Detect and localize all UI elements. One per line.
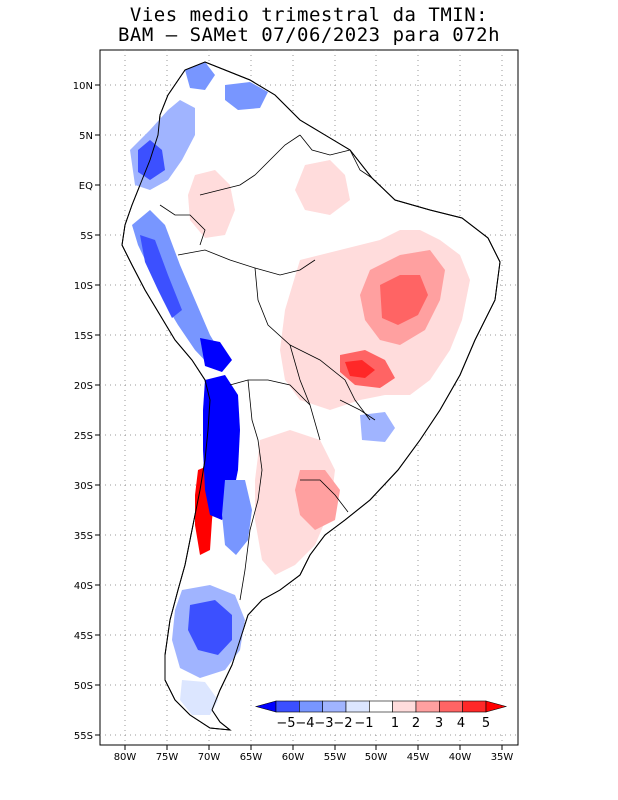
country-borders xyxy=(159,134,376,601)
lat-label: 5S xyxy=(80,231,93,242)
colorbar-swatch xyxy=(439,700,463,713)
lat-label: 40S xyxy=(74,581,93,592)
colorbar-swatches xyxy=(254,700,508,713)
coastline xyxy=(121,61,501,731)
lon-label: 40W xyxy=(449,752,472,763)
colorbar-label: −2 xyxy=(333,716,352,731)
lat-label: 25S xyxy=(74,431,93,442)
colorbar-labels: −5 −4 −3 −2 −1 1 2 3 4 5 xyxy=(276,716,490,731)
colorbar-swatch xyxy=(462,700,487,713)
colorbar-swatch xyxy=(345,700,370,713)
lat-label: 35S xyxy=(74,531,93,542)
colorbar-label: −1 xyxy=(354,716,373,731)
lat-label: 50S xyxy=(74,681,93,692)
colorbar-swatch xyxy=(299,700,323,713)
lat-label: 5N xyxy=(79,131,93,142)
colorbar-swatch xyxy=(415,700,440,713)
colorbar-label: −4 xyxy=(295,716,314,731)
colorbar: −5 −4 −3 −2 −1 1 2 3 4 5 xyxy=(252,700,510,732)
colorbar-label: 1 xyxy=(391,716,399,731)
lat-label: 55S xyxy=(74,731,93,742)
colorbar-swatch xyxy=(275,700,300,713)
map-title-line-1: Vies medio trimestral da TMIN: xyxy=(129,4,489,26)
colorbar-swatch xyxy=(392,700,417,713)
lat-label: 30S xyxy=(74,481,93,492)
lon-label: 55W xyxy=(324,752,347,763)
lat-label: 45S xyxy=(74,631,93,642)
bias-field-layer xyxy=(130,62,470,715)
colorbar-label: 5 xyxy=(482,716,490,731)
colorbar-label: 3 xyxy=(435,716,443,731)
colorbar-label: 4 xyxy=(457,716,465,731)
longitude-labels: 80W 75W 70W 65W 60W 55W 50W 45W 40W 35W xyxy=(114,752,514,763)
lon-label: 60W xyxy=(282,752,305,763)
lon-label: 50W xyxy=(365,752,388,763)
lon-label: 70W xyxy=(198,752,221,763)
colorbar-label: −5 xyxy=(276,716,295,731)
colorbar-label: 2 xyxy=(412,716,420,731)
colorbar-swatch-high-triangle xyxy=(485,700,508,713)
lat-label: 15S xyxy=(74,331,93,342)
lat-label: 10N xyxy=(73,81,93,92)
lon-label: 75W xyxy=(156,752,179,763)
latitude-labels: 10N 5N EQ 5S 10S 15S 20S 25S 30S 35S 40S… xyxy=(73,81,93,742)
lon-label: 45W xyxy=(407,752,430,763)
colorbar-swatch xyxy=(369,700,393,713)
lat-label: EQ xyxy=(79,181,93,192)
lat-label: 10S xyxy=(74,281,93,292)
colorbar-label: −3 xyxy=(314,716,333,731)
axis-ticks xyxy=(95,84,503,750)
map-title-line-2: BAM – SAMet 07/06/2023 para 072h xyxy=(117,24,501,46)
lon-label: 35W xyxy=(491,752,514,763)
lon-label: 80W xyxy=(114,752,137,763)
lon-label: 65W xyxy=(240,752,263,763)
colorbar-swatch xyxy=(322,700,347,713)
lat-label: 20S xyxy=(74,381,93,392)
